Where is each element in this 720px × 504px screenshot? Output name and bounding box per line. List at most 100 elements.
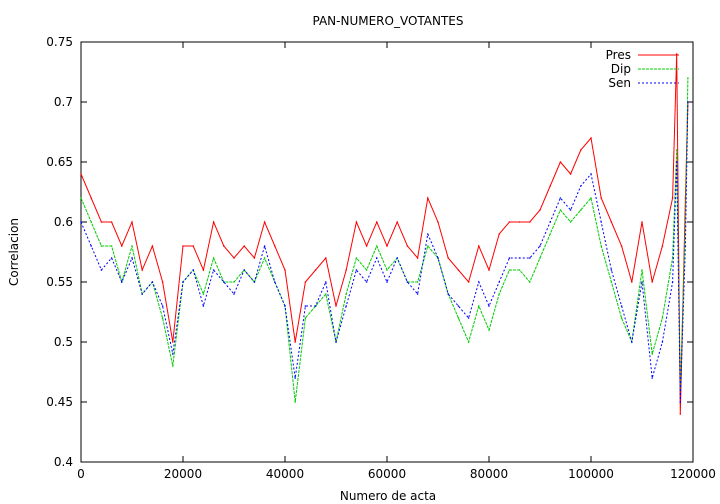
data-point-dip (365, 269, 368, 271)
data-point-pres (427, 197, 429, 199)
x-tick-label: 60000 (368, 467, 406, 481)
data-point-pres (539, 209, 541, 211)
data-point-dip (651, 353, 653, 355)
data-point-sen (335, 341, 337, 343)
data-point-sen (590, 173, 592, 175)
series-line-sen (80, 101, 689, 403)
data-point-pres (141, 269, 143, 271)
data-point-pres (274, 245, 276, 247)
chart-title: PAN-NUMERO_VOTANTES (312, 14, 463, 28)
data-point-sen (325, 281, 327, 283)
data-point-pres (518, 221, 521, 223)
data-point-pres (457, 269, 460, 271)
data-point-pres (580, 149, 582, 151)
data-point-sen (447, 293, 450, 295)
data-point-sen (212, 269, 215, 271)
data-point-pres (478, 245, 480, 247)
data-point-pres (121, 245, 123, 247)
data-point-sen (406, 281, 409, 283)
data-point-sen (345, 305, 348, 307)
data-point-pres (569, 173, 572, 175)
data-point-dip (508, 269, 511, 271)
data-point-dip (549, 233, 551, 235)
x-tick-label: 80000 (470, 467, 508, 481)
data-point-pres (416, 257, 419, 259)
data-point-sen (416, 293, 419, 295)
data-point-pres (212, 221, 215, 223)
data-point-pres (620, 245, 623, 247)
data-point-sen (386, 281, 388, 283)
data-point-pres (376, 221, 378, 223)
legend-label-pres: Pres (606, 48, 631, 62)
data-point-sen (172, 353, 174, 355)
data-point-pres (651, 281, 653, 283)
data-point-dip (610, 281, 613, 283)
data-point-pres (467, 281, 470, 283)
data-point-pres (80, 173, 82, 175)
data-point-sen (396, 257, 399, 259)
data-point-sen (559, 197, 562, 199)
data-point-sen (192, 269, 194, 271)
data-point-pres (610, 221, 613, 223)
data-point-sen (365, 281, 368, 283)
data-point-sen (294, 377, 297, 379)
data-point-sen (274, 281, 276, 283)
data-point-sen (671, 281, 674, 283)
data-point-pres (100, 221, 103, 223)
data-point-pres (243, 245, 245, 247)
data-point-pres (631, 281, 633, 283)
data-point-dip (416, 281, 419, 283)
data-point-pres (314, 269, 317, 271)
y-tick-label: 0.65 (46, 155, 73, 169)
data-point-dip (641, 269, 643, 271)
data-point-pres (253, 257, 256, 259)
data-point-sen (569, 209, 572, 211)
data-point-sen (314, 305, 317, 307)
data-point-dip (661, 317, 664, 319)
data-point-dip (212, 257, 215, 259)
data-point-dip (427, 245, 429, 247)
data-point-sen (529, 257, 531, 259)
data-point-pres (90, 197, 92, 199)
data-point-dip (325, 293, 327, 295)
data-point-pres (508, 221, 511, 223)
data-point-sen (182, 281, 184, 283)
data-point-sen (243, 269, 245, 271)
data-point-pres (641, 221, 643, 223)
data-point-dip (600, 245, 602, 247)
data-point-pres (161, 281, 164, 283)
data-point-dip (675, 149, 678, 151)
data-point-sen (675, 161, 678, 163)
data-point-sen (437, 257, 439, 259)
data-point-pres (345, 269, 348, 271)
data-point-sen (580, 185, 582, 187)
data-point-sen (518, 257, 521, 259)
data-point-dip (202, 293, 205, 295)
data-point-sen (80, 221, 82, 223)
data-point-dip (294, 401, 297, 403)
data-point-sen (600, 221, 602, 223)
data-point-dip (100, 245, 103, 247)
data-point-dip (80, 197, 82, 199)
x-tick-label: 0 (77, 467, 85, 481)
y-tick-label: 0.7 (54, 95, 73, 109)
data-point-sen (304, 305, 307, 307)
data-point-dip (620, 317, 623, 319)
data-point-pres (151, 245, 154, 247)
data-point-sen (651, 377, 653, 379)
data-point-sen (427, 233, 429, 235)
x-tick-label: 20000 (164, 467, 202, 481)
data-point-sen (661, 341, 664, 343)
data-point-sen (508, 257, 511, 259)
data-point-dip (559, 209, 562, 211)
data-point-pres (675, 53, 678, 55)
data-point-sen (355, 269, 358, 271)
data-point-dip (518, 269, 521, 271)
data-point-sen (100, 269, 103, 271)
data-point-sen (253, 281, 256, 283)
data-point-sen (457, 305, 460, 307)
plot-frame (80, 41, 694, 463)
data-point-sen (121, 281, 123, 283)
data-point-sen (202, 305, 205, 307)
data-point-sen (223, 281, 225, 283)
